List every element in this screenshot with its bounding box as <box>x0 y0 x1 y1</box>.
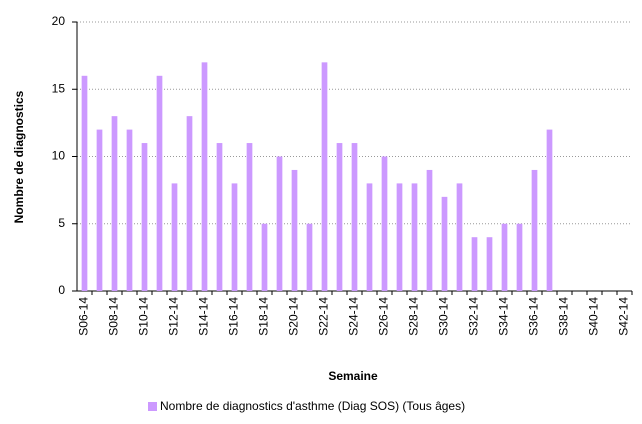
x-tick-label: S36-14 <box>527 297 541 336</box>
bar <box>366 183 373 291</box>
bar <box>216 143 223 291</box>
bar <box>276 156 283 291</box>
x-tick-label: S18-14 <box>257 297 271 336</box>
x-tick-label: S14-14 <box>197 297 211 336</box>
x-tick-label: S32-14 <box>467 297 481 336</box>
bar <box>321 62 328 291</box>
bar <box>441 196 448 291</box>
x-tick-label: S38-14 <box>557 297 571 336</box>
y-tick-label: 10 <box>52 149 66 163</box>
bar <box>396 183 403 291</box>
bar <box>126 129 133 291</box>
x-tick-label: S06-14 <box>77 297 91 336</box>
y-tick-label: 5 <box>58 216 65 230</box>
x-tick-label: S20-14 <box>287 297 301 336</box>
bar <box>141 143 148 291</box>
bar <box>171 183 178 291</box>
bar <box>96 129 103 291</box>
x-tick-label: S26-14 <box>377 297 391 336</box>
bar <box>486 237 493 291</box>
bar <box>351 143 358 291</box>
bar <box>246 143 253 291</box>
bar <box>156 75 163 291</box>
bar <box>501 223 508 291</box>
bar <box>471 237 478 291</box>
legend-swatch <box>148 402 157 411</box>
bar <box>81 75 88 291</box>
bar <box>336 143 343 291</box>
x-tick-label: S40-14 <box>587 297 601 336</box>
bar <box>291 169 298 291</box>
x-tick-label: S34-14 <box>497 297 511 336</box>
y-tick-label: 0 <box>58 283 65 297</box>
y-tick-label: 15 <box>52 81 66 95</box>
bar <box>201 62 208 291</box>
bar <box>111 116 118 292</box>
x-tick-label: S12-14 <box>167 297 181 336</box>
bar <box>186 116 193 292</box>
y-axis-title: Nombre de diagnostics <box>12 90 26 223</box>
x-axis-title: Semaine <box>328 369 378 383</box>
y-tick-label: 20 <box>52 14 66 28</box>
legend-label: Nombre de diagnostics d'asthme (Diag SOS… <box>160 399 465 413</box>
x-tick-label: S22-14 <box>317 297 331 336</box>
x-tick-label: S10-14 <box>137 297 151 336</box>
x-tick-label: S24-14 <box>347 297 361 336</box>
x-tick-label: S42-14 <box>617 297 631 336</box>
bar <box>381 156 388 291</box>
x-tick-label: S28-14 <box>407 297 421 336</box>
bar <box>261 223 268 291</box>
bar <box>306 223 313 291</box>
bar <box>516 223 523 291</box>
bar <box>456 183 463 291</box>
bar <box>426 169 433 291</box>
bar <box>546 129 553 291</box>
bar <box>411 183 418 291</box>
x-tick-label: S16-14 <box>227 297 241 336</box>
x-tick-label: S08-14 <box>107 297 121 336</box>
bar <box>531 169 538 291</box>
bar <box>231 183 238 291</box>
x-tick-label: S30-14 <box>437 297 451 336</box>
